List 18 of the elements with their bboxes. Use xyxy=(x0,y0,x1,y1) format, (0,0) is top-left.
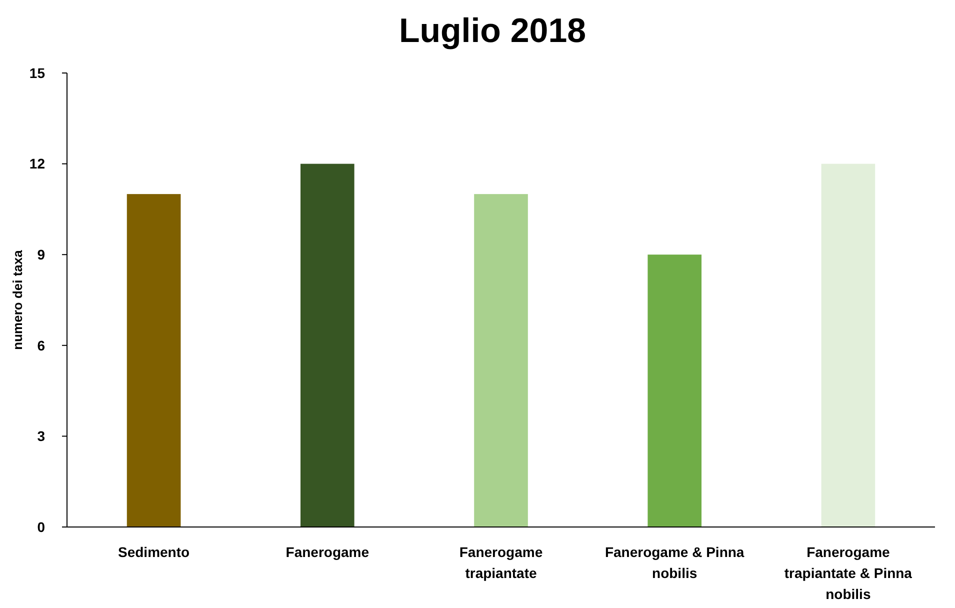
x-tick-label: Fanerogame xyxy=(286,544,370,560)
bar xyxy=(300,164,354,527)
x-tick-label: Sedimento xyxy=(118,544,190,560)
x-tick-label: Fanerogame trapiantate & Pinna nobilis xyxy=(784,544,912,602)
y-tick-label: 9 xyxy=(37,246,46,262)
bar xyxy=(821,164,876,527)
y-tick-label: 0 xyxy=(37,518,46,535)
y-axis-title: numero dei taxa xyxy=(10,249,25,350)
y-tick-label: 12 xyxy=(29,156,46,172)
chart-title: Luglio 2018 xyxy=(398,12,586,50)
bar xyxy=(126,194,181,527)
y-tick-label: 6 xyxy=(37,337,46,354)
y-tick-label: 15 xyxy=(29,64,46,81)
bar xyxy=(648,254,702,527)
y-tick-label: 3 xyxy=(37,428,46,444)
bar xyxy=(474,194,528,527)
x-tick-label: Fanerogame trapiantate xyxy=(459,544,543,581)
x-tick-label: Fanerogame & Pinna nobilis xyxy=(604,544,744,581)
